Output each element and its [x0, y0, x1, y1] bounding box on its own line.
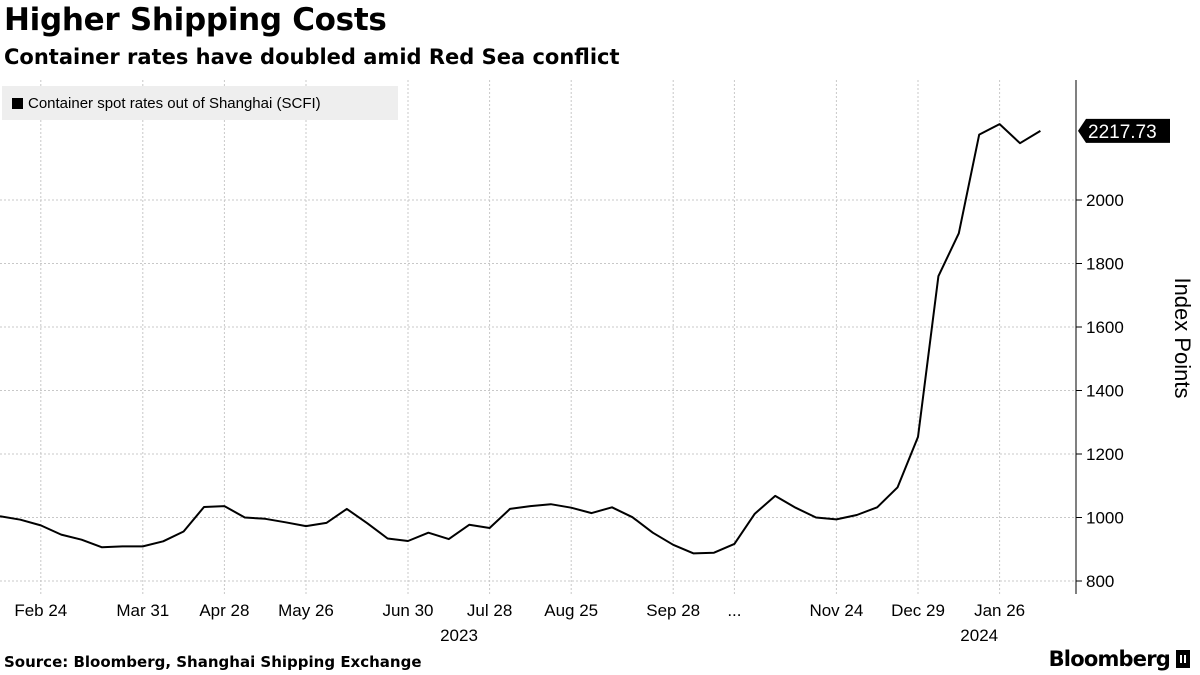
data-point: [426, 531, 430, 535]
y-tick-label-1000: 1000: [1086, 509, 1124, 528]
data-point: [998, 122, 1002, 126]
data-point: [1038, 129, 1042, 133]
chart-legend: Container spot rates out of Shanghai (SC…: [2, 86, 398, 120]
data-point: [365, 521, 369, 525]
data-point: [569, 506, 573, 510]
last-value-callout: 2217.73: [1078, 118, 1170, 143]
x-tick-label: Aug 25: [544, 601, 598, 620]
data-point: [610, 505, 614, 509]
bloomberg-logo: Bloomberg: [1049, 647, 1190, 671]
x-tick-label: Mar 31: [116, 601, 169, 620]
data-point: [957, 231, 961, 235]
data-point: [39, 523, 43, 527]
x-year-label: 2024: [960, 626, 998, 645]
data-point: [59, 533, 63, 537]
y-tick-label-1400: 1400: [1086, 382, 1124, 401]
data-point: [855, 513, 859, 517]
x-tick-label: Jun 30: [382, 601, 433, 620]
y-tick-label-1600: 1600: [1086, 318, 1124, 337]
data-point: [977, 133, 981, 137]
x-tick-label: Sep 28: [646, 601, 700, 620]
data-point: [386, 536, 390, 540]
legend-swatch-icon: [12, 97, 23, 109]
data-point: [141, 544, 145, 548]
data-point: [671, 543, 675, 547]
data-point: [284, 520, 288, 524]
data-point: [100, 545, 104, 549]
legend-label: Container spot rates out of Shanghai (SC…: [28, 94, 321, 112]
data-point: [814, 516, 818, 520]
data-point: [773, 494, 777, 498]
data-point: [590, 511, 594, 515]
data-point: [222, 504, 226, 508]
x-year-label: 2023: [440, 626, 478, 645]
data-point: [120, 544, 124, 548]
data-point: [1018, 141, 1022, 145]
y-axis: 800 1000 1200 1400 1600 1800 2000: [1076, 191, 1124, 591]
x-tick-label: Dec 29: [891, 601, 945, 620]
grid-lines: [0, 80, 1076, 594]
data-point: [182, 529, 186, 533]
x-tick-label: ...: [727, 601, 741, 620]
data-point: [651, 531, 655, 535]
data-point: [488, 526, 492, 530]
x-tick-label: Jan 26: [974, 601, 1025, 620]
data-point: [936, 274, 940, 278]
data-point: [916, 435, 920, 439]
last-value-label: 2217.73: [1088, 122, 1157, 143]
y-axis-title: Index Points: [1170, 277, 1195, 398]
x-tick-label: May 26: [278, 601, 334, 620]
data-point: [896, 485, 900, 489]
y-tick-label-1800: 1800: [1086, 255, 1124, 274]
data-point: [630, 515, 634, 519]
data-point: [202, 505, 206, 509]
data-point: [18, 518, 22, 522]
y-tick-label-800: 800: [1086, 572, 1114, 591]
brand-name: Bloomberg: [1048, 647, 1171, 671]
bloomberg-terminal-icon: [1176, 650, 1190, 668]
series-line-scfi: [0, 123, 1041, 555]
data-point: [692, 551, 696, 555]
x-tick-label: Feb 24: [14, 601, 67, 620]
data-point: [161, 539, 165, 543]
x-axis: Feb 24 Mar 31 Apr 28 May 26 Jun 30 Jul 28 Aug …: [14, 601, 1025, 645]
data-point: [834, 517, 838, 521]
chart-title: Higher Shipping Costs: [4, 2, 387, 38]
data-point: [447, 537, 451, 541]
y-tick-label-2000: 2000: [1086, 191, 1124, 210]
last-value-badge: [1078, 118, 1170, 143]
source-note: Source: Bloomberg, Shanghai Shipping Exc…: [4, 653, 422, 671]
data-point: [324, 521, 328, 525]
data-point: [467, 523, 471, 527]
data-point: [753, 512, 757, 516]
data-point: [508, 507, 512, 511]
data-point: [243, 516, 247, 520]
data-point: [304, 524, 308, 528]
data-point: [406, 539, 410, 543]
data-point: [732, 542, 736, 546]
data-point: [794, 506, 798, 510]
data-point: [263, 517, 267, 521]
x-tick-label: Nov 24: [809, 601, 863, 620]
data-point: [345, 507, 349, 511]
y-tick-label-1200: 1200: [1086, 445, 1124, 464]
data-point: [549, 502, 553, 506]
data-point: [875, 505, 879, 509]
x-tick-label: Jul 28: [467, 601, 512, 620]
chart-subtitle: Container rates have doubled amid Red Se…: [4, 45, 620, 69]
series-group: [0, 122, 1042, 555]
data-point: [528, 504, 532, 508]
data-point: [712, 551, 716, 555]
x-tick-label: Apr 28: [199, 601, 249, 620]
data-point: [80, 538, 84, 542]
